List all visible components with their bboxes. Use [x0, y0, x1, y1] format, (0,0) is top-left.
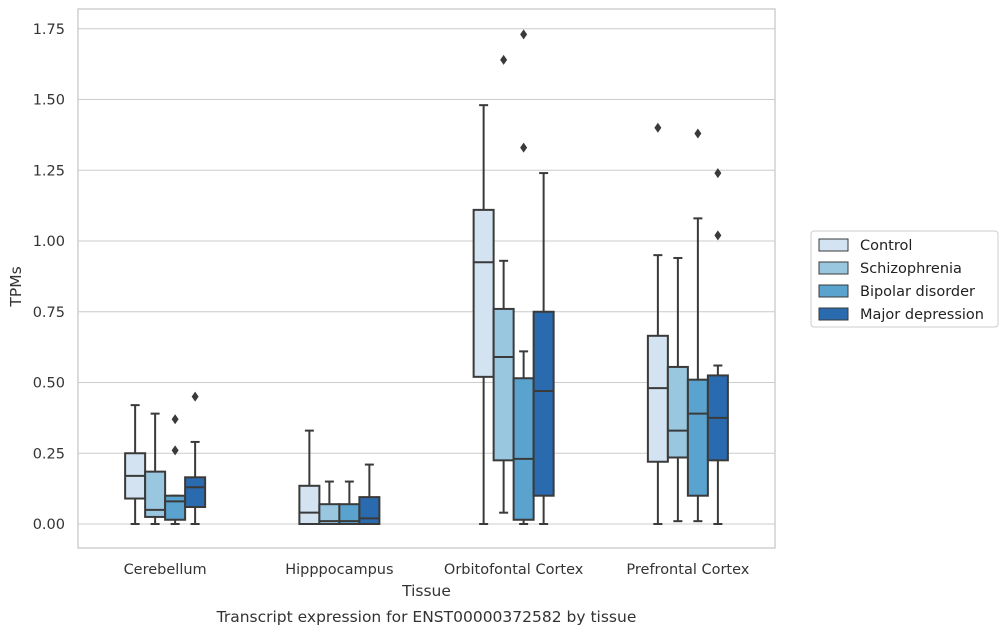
legend-swatch	[818, 238, 849, 252]
box-major-depression	[532, 172, 555, 525]
legend-swatch	[818, 261, 849, 275]
box-schizophrenia	[666, 256, 689, 523]
y-tick-label: 0.00	[33, 517, 65, 533]
legend-label: Schizophrenia	[860, 261, 962, 277]
y-tick-label: 0.50	[33, 376, 65, 392]
outlier-point	[654, 122, 662, 133]
outlier-point	[171, 414, 179, 425]
box-major-depression	[358, 463, 381, 525]
box-control	[646, 122, 669, 525]
outlier-point	[191, 391, 199, 402]
y-tick-labels: 0.00 0.25 0.50 0.75 1.00 1.25 1.50 1.75	[33, 22, 65, 533]
legend-label: Control	[860, 238, 912, 254]
box-control	[472, 104, 495, 525]
box-bipolar-disorder	[512, 29, 535, 525]
x-tick-label: Orbitofontal Cortex	[444, 562, 584, 578]
legend-label: Major depression	[860, 307, 984, 323]
box-control	[298, 429, 321, 526]
legend-frame	[810, 230, 999, 328]
box-bipolar-disorder	[164, 414, 187, 525]
box-iqr	[298, 484, 321, 526]
y-tick-label: 0.25	[33, 446, 65, 462]
x-tick-label: Cerebellum	[124, 562, 207, 578]
box-plot-series	[124, 29, 729, 526]
box-iqr	[492, 307, 515, 462]
box-iqr	[532, 310, 555, 497]
box-bipolar-disorder	[686, 128, 709, 523]
legend-swatch	[818, 284, 849, 298]
y-axis-label: TPMs	[7, 266, 25, 307]
x-tick-label: Hipppocampus	[285, 562, 393, 578]
box-iqr	[184, 476, 207, 509]
box-schizophrenia	[492, 54, 515, 514]
box-control	[124, 404, 147, 525]
box-iqr	[472, 208, 495, 378]
y-tick-label: 1.25	[33, 163, 65, 179]
chart-caption: Transcript expression for ENST0000037258…	[216, 608, 637, 626]
legend-swatch	[818, 307, 849, 321]
outlier-point	[714, 168, 722, 179]
y-tick-label: 0.75	[33, 305, 65, 321]
outlier-point	[520, 142, 528, 153]
x-axis-label: Tissue	[401, 582, 451, 600]
legend-label: Bipolar disorder	[860, 284, 975, 300]
box-schizophrenia	[144, 412, 167, 525]
box-iqr	[512, 377, 535, 521]
y-tick-label: 1.00	[33, 234, 65, 250]
x-tick-labels: Cerebellum Hipppocampus Orbitofontal Corte…	[124, 562, 750, 578]
outlier-point	[171, 445, 179, 456]
outlier-point	[714, 230, 722, 241]
box-iqr	[666, 365, 689, 459]
plot-frame	[77, 8, 776, 549]
outlier-point	[694, 128, 702, 139]
box-bipolar-disorder	[338, 480, 361, 526]
y-tick-label: 1.50	[33, 93, 65, 109]
y-tick-label: 1.75	[33, 22, 65, 38]
box-major-depression	[184, 391, 207, 525]
box-major-depression	[706, 168, 729, 525]
box-iqr	[144, 470, 167, 518]
x-tick-label: Prefrontal Cortex	[626, 562, 749, 578]
box-iqr	[646, 334, 669, 463]
box-iqr	[358, 496, 381, 525]
legend: Control Schizophrenia Bipolar disorder Majo…	[810, 230, 999, 328]
box-iqr	[686, 378, 709, 497]
outlier-point	[500, 54, 508, 65]
outlier-point	[520, 29, 528, 40]
box-iqr	[164, 494, 187, 521]
box-schizophrenia	[318, 480, 341, 526]
